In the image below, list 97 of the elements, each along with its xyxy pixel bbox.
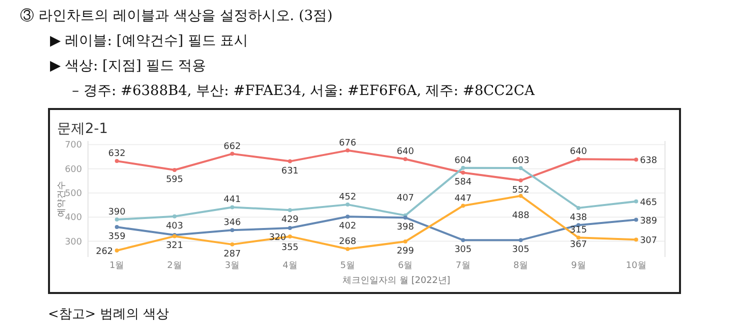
annotation: ③ 라인차트의 레이블과 색상을 설정하시오. (3점): [20, 8, 333, 24]
x-tick-label: 7월: [456, 261, 470, 271]
point: [114, 248, 119, 252]
point: [518, 194, 523, 198]
y-tick-label: 400: [64, 213, 82, 224]
data-label: 662: [224, 142, 241, 152]
x-axis-title: 체크인일자의 월 [2022년]: [342, 276, 450, 286]
x-tick-label: 1월: [109, 261, 124, 271]
data-label: 398: [396, 222, 414, 233]
data-label: 438: [570, 212, 588, 223]
point: [634, 199, 638, 204]
data-label: 346: [224, 218, 242, 228]
data-label: 321: [166, 241, 184, 252]
point: [518, 166, 523, 170]
x-tick-label: 6월: [398, 261, 413, 271]
data-label: 402: [339, 222, 356, 232]
data-label: 287: [224, 249, 241, 260]
point: [346, 247, 350, 252]
data-label: 407: [396, 193, 414, 204]
data-label: 262: [96, 246, 114, 257]
y-axis-title: 예약건수: [57, 181, 67, 217]
y-tick-label: 300: [64, 237, 82, 248]
x-tick-label: 10월: [626, 261, 646, 271]
data-label: 359: [108, 232, 126, 242]
data-label: 299: [396, 246, 414, 257]
data-label: 441: [224, 195, 241, 206]
point: [461, 170, 466, 175]
data-label: 584: [454, 178, 472, 188]
x-tick-label: 2월: [167, 261, 182, 271]
point: [114, 218, 119, 222]
point: [403, 216, 408, 220]
point: [172, 168, 177, 172]
y-tick-label: 500: [64, 188, 82, 199]
data-label: 632: [108, 149, 126, 160]
point: [230, 205, 234, 210]
point: [461, 238, 466, 242]
data-label: 488: [512, 210, 530, 221]
data-label: 268: [339, 237, 357, 248]
point: [403, 157, 408, 162]
x-tick-label: 9월: [571, 261, 586, 271]
point: [576, 206, 580, 210]
annotation: – 경주: #6388B4, 부산: #FFAE34, 서울: #EF6F6A, 제주: #8CC2CA: [72, 83, 535, 99]
annotation: <참고> 범례의 색상: [48, 307, 170, 322]
point: [346, 202, 350, 207]
point: [461, 166, 466, 170]
data-label: 452: [339, 192, 356, 203]
x-tick-label: 3월: [224, 261, 240, 271]
data-label: 640: [396, 147, 414, 158]
data-label: 552: [512, 185, 530, 196]
point: [288, 159, 292, 164]
point: [518, 238, 523, 242]
annotation: ▶ 레이블: [예약건수] 필드 표시: [50, 33, 248, 49]
data-label: 355: [281, 243, 299, 253]
data-label: 389: [640, 216, 658, 226]
point: [230, 152, 234, 156]
point: [230, 242, 234, 246]
point: [518, 178, 523, 182]
point: [634, 238, 638, 242]
data-label: 390: [108, 208, 126, 218]
data-label: 305: [512, 245, 530, 256]
point: [288, 226, 292, 230]
point: [461, 204, 466, 208]
point: [172, 214, 177, 218]
x-tick-label: 4월: [282, 261, 298, 271]
point: [346, 148, 350, 152]
x-tick-label: 8월: [513, 261, 528, 271]
y-tick-label: 700: [64, 140, 82, 151]
data-label: 595: [166, 175, 184, 185]
data-label: 305: [454, 245, 472, 256]
data-label: 604: [454, 156, 472, 166]
data-label: 447: [454, 194, 472, 204]
data-label: 429: [281, 215, 299, 226]
point: [288, 234, 292, 238]
chart-title: 문제2-1: [57, 121, 108, 137]
point: [114, 159, 119, 164]
y-tick-label: 600: [64, 164, 82, 175]
data-label: 403: [166, 221, 184, 232]
data-label: 631: [281, 166, 299, 176]
data-label: 603: [512, 156, 530, 166]
point: [634, 158, 638, 162]
point: [403, 240, 408, 244]
point: [576, 236, 580, 240]
data-label: 640: [570, 147, 588, 158]
data-label: 676: [339, 138, 357, 148]
data-label: 367: [570, 240, 588, 250]
data-label: 307: [640, 236, 658, 246]
annotation: ▶ 색상: [지점] 필드 적용: [50, 58, 206, 74]
point: [114, 225, 119, 230]
point: [288, 208, 292, 212]
data-label: 465: [640, 198, 658, 208]
x-tick-label: 5월: [340, 261, 356, 271]
data-label: 638: [640, 156, 658, 166]
point: [346, 214, 350, 219]
point: [230, 228, 234, 232]
point: [634, 218, 638, 222]
point: [576, 157, 580, 162]
data-label: 315: [570, 226, 588, 236]
